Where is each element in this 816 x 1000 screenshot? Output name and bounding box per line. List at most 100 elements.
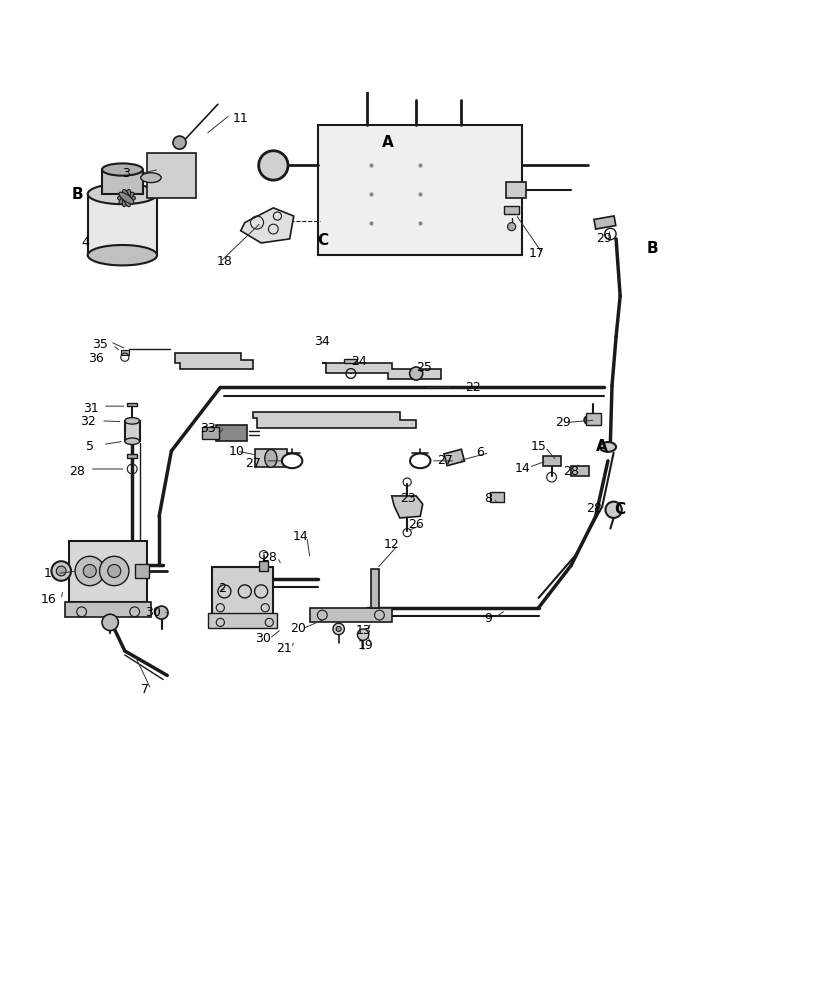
- Bar: [135, 564, 149, 578]
- Bar: [504, 206, 519, 214]
- Text: 33: 33: [200, 422, 216, 435]
- Polygon shape: [241, 208, 294, 243]
- Ellipse shape: [140, 173, 161, 183]
- Text: 23: 23: [400, 492, 416, 505]
- Text: 21: 21: [276, 642, 292, 655]
- Ellipse shape: [88, 184, 157, 204]
- Text: 34: 34: [314, 335, 330, 348]
- Text: 24: 24: [351, 355, 367, 368]
- Text: 16: 16: [41, 593, 57, 606]
- Text: 29: 29: [555, 416, 571, 429]
- Text: 3: 3: [122, 167, 131, 180]
- Bar: [371, 569, 379, 608]
- Bar: [310, 608, 392, 622]
- Bar: [344, 359, 357, 363]
- Bar: [147, 153, 196, 198]
- Circle shape: [102, 614, 118, 631]
- Text: 15: 15: [530, 440, 547, 453]
- Circle shape: [336, 626, 341, 631]
- Text: 27: 27: [437, 454, 453, 467]
- Text: B: B: [72, 187, 83, 202]
- Text: 28: 28: [261, 551, 277, 564]
- Text: 7: 7: [141, 683, 149, 696]
- Text: 35: 35: [91, 338, 108, 351]
- Bar: [594, 216, 616, 229]
- Circle shape: [508, 223, 516, 231]
- Bar: [125, 421, 140, 441]
- Polygon shape: [253, 412, 416, 428]
- Circle shape: [56, 566, 66, 576]
- Ellipse shape: [410, 453, 431, 468]
- Polygon shape: [392, 496, 423, 518]
- Text: 27: 27: [245, 457, 261, 470]
- Text: 22: 22: [465, 381, 481, 394]
- Ellipse shape: [282, 453, 302, 468]
- Circle shape: [259, 151, 288, 180]
- Ellipse shape: [118, 195, 135, 201]
- Circle shape: [100, 556, 129, 586]
- Ellipse shape: [88, 245, 157, 265]
- Text: 4: 4: [82, 236, 90, 249]
- Bar: [127, 454, 137, 458]
- Polygon shape: [175, 353, 253, 369]
- Bar: [571, 466, 589, 476]
- Text: B: B: [647, 241, 659, 256]
- Polygon shape: [322, 363, 441, 379]
- Circle shape: [83, 564, 96, 578]
- Ellipse shape: [600, 442, 616, 452]
- Bar: [202, 427, 219, 439]
- Text: 28: 28: [586, 502, 602, 515]
- Ellipse shape: [125, 418, 140, 424]
- Circle shape: [75, 556, 104, 586]
- Circle shape: [51, 561, 71, 581]
- Text: 13: 13: [355, 624, 371, 637]
- Bar: [121, 350, 129, 355]
- Text: C: C: [614, 502, 626, 517]
- Text: 28: 28: [563, 465, 579, 478]
- Text: 30: 30: [255, 632, 271, 645]
- Text: 28: 28: [69, 465, 86, 478]
- Circle shape: [108, 564, 121, 578]
- Bar: [65, 602, 151, 617]
- Bar: [255, 449, 287, 467]
- Text: 30: 30: [145, 606, 162, 619]
- Bar: [444, 449, 464, 466]
- Ellipse shape: [122, 189, 131, 207]
- Bar: [88, 194, 157, 255]
- Text: 5: 5: [86, 440, 94, 453]
- Ellipse shape: [119, 192, 134, 204]
- Ellipse shape: [264, 449, 277, 467]
- Ellipse shape: [119, 192, 134, 204]
- Text: 29: 29: [596, 232, 612, 245]
- Text: 31: 31: [83, 402, 100, 415]
- Text: 25: 25: [416, 361, 432, 374]
- Text: 9: 9: [484, 612, 492, 625]
- Text: 19: 19: [357, 639, 374, 652]
- Ellipse shape: [584, 415, 599, 425]
- Bar: [69, 541, 147, 602]
- Bar: [127, 403, 137, 406]
- Text: 10: 10: [228, 445, 245, 458]
- Ellipse shape: [122, 189, 131, 207]
- Bar: [259, 561, 268, 571]
- Text: 17: 17: [529, 247, 545, 260]
- Text: 1: 1: [43, 567, 51, 580]
- Ellipse shape: [126, 418, 138, 425]
- Text: 12: 12: [384, 538, 400, 551]
- Text: C: C: [317, 233, 328, 248]
- Text: 6: 6: [476, 446, 484, 459]
- Text: 2: 2: [218, 582, 226, 595]
- Ellipse shape: [125, 438, 140, 445]
- Circle shape: [173, 136, 186, 149]
- Circle shape: [357, 629, 369, 640]
- Bar: [102, 170, 143, 194]
- Text: 36: 36: [88, 352, 104, 365]
- Bar: [216, 425, 247, 441]
- Text: A: A: [382, 135, 393, 150]
- Text: 32: 32: [80, 415, 96, 428]
- Text: 18: 18: [216, 255, 233, 268]
- Text: 8: 8: [484, 492, 492, 505]
- Ellipse shape: [102, 163, 143, 176]
- Text: 11: 11: [233, 112, 249, 125]
- Circle shape: [410, 367, 423, 380]
